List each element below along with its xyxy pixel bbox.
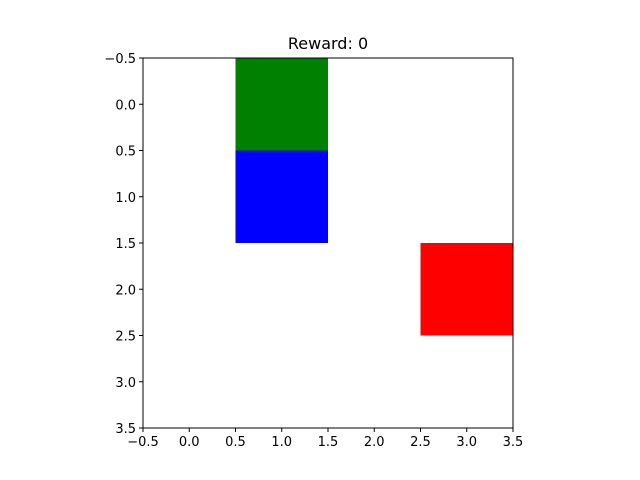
- x-tick-label: 2.5: [410, 435, 431, 450]
- cell-green: [235, 58, 328, 151]
- x-tick-label: 3.0: [456, 435, 477, 450]
- plot-title: Reward: 0: [288, 34, 368, 53]
- x-tick-label: 1.0: [271, 435, 292, 450]
- y-tick-label: 2.0: [115, 283, 136, 298]
- x-axis: −0.5 0.0 0.5 1.0 1.5 2.0 2.5 3.0 3.5: [127, 428, 523, 450]
- y-tick-label: 2.5: [115, 330, 136, 345]
- x-tick-label: 0.5: [225, 435, 246, 450]
- y-tick-label: 0.5: [115, 145, 136, 160]
- y-tick-label: 0.0: [115, 98, 136, 113]
- cell-red: [420, 243, 513, 336]
- y-tick-label: 1.5: [115, 237, 136, 252]
- x-tick-label: −0.5: [127, 435, 159, 450]
- grid-cells: [235, 58, 513, 336]
- y-axis: −0.5 0.0 0.5 1.0 1.5 2.0 2.5 3.0 3.5: [104, 52, 143, 437]
- x-tick-label: 1.5: [318, 435, 339, 450]
- cell-blue: [235, 150, 328, 243]
- x-tick-label: 0.0: [179, 435, 200, 450]
- y-tick-label: 3.5: [115, 422, 136, 437]
- y-tick-label: −0.5: [104, 52, 136, 67]
- y-tick-label: 1.0: [115, 191, 136, 206]
- y-tick-label: 3.0: [115, 376, 136, 391]
- x-tick-label: 3.5: [503, 435, 524, 450]
- x-tick-label: 2.0: [364, 435, 385, 450]
